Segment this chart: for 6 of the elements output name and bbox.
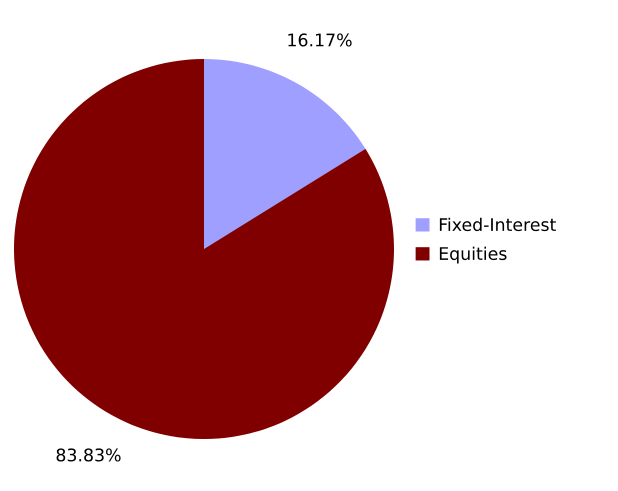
data-label: 83.83% [56, 448, 121, 462]
legend-label: Fixed-Interest [440, 218, 556, 232]
legend-label: Equities [440, 246, 507, 264]
pie-slice [14, 59, 394, 439]
pie-slice [204, 59, 366, 249]
data-label: 16.17% [288, 33, 352, 47]
